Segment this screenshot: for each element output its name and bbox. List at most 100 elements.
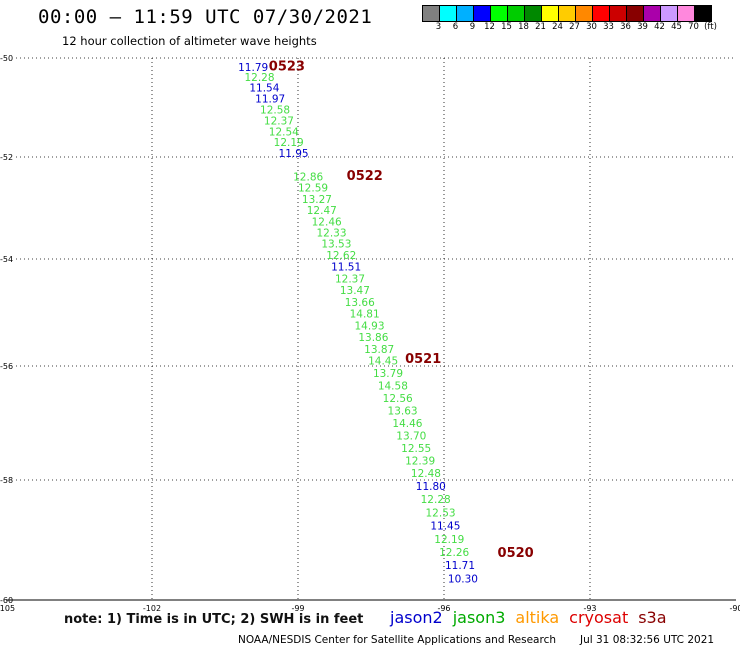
legend-label: 18 (518, 22, 529, 32)
legend-swatch-0 (423, 6, 440, 21)
satellite-altika: altika (515, 608, 560, 627)
wave-height-value: 14.46 (392, 418, 422, 430)
legend-swatch-9 (576, 6, 593, 21)
wave-height-value: 14.81 (350, 309, 380, 321)
wave-height-value: 13.70 (396, 431, 426, 443)
legend-swatch-4 (491, 6, 508, 21)
wave-height-value: 12.62 (326, 250, 356, 262)
legend-swatch-11 (610, 6, 627, 21)
legend-label: 3 (435, 22, 442, 32)
legend-swatch-5 (508, 6, 525, 21)
wave-height-value: 11.54 (249, 83, 279, 95)
x-tick-label: -96 (437, 604, 450, 613)
legend-label: 27 (569, 22, 580, 32)
wave-height-value: 10.30 (448, 573, 478, 585)
color-legend-bar (422, 5, 712, 22)
legend-label: 70 (688, 22, 699, 32)
legend-label: 33 (603, 22, 614, 32)
footer-note: note: 1) Time is in UTC; 2) SWH is in fe… (64, 612, 364, 627)
wave-height-value: 12.26 (439, 547, 469, 559)
y-tick-label: -54 (0, 255, 13, 264)
pass-time-label: 0520 (498, 546, 534, 561)
satellite-s3a: s3a (638, 608, 667, 627)
wave-height-value: 12.37 (264, 115, 294, 127)
wave-height-value: 13.66 (345, 297, 375, 309)
wave-height-value: 14.93 (354, 320, 384, 332)
wave-height-value: 12.47 (307, 205, 337, 217)
legend-label: 6 (452, 22, 459, 32)
x-tick-label: -105 (0, 604, 15, 613)
legend-swatch-3 (474, 6, 491, 21)
page-subtitle: 12 hour collection of altimeter wave hei… (62, 34, 317, 48)
generated-timestamp: Jul 31 08:32:56 UTC 2021 (580, 634, 715, 646)
wave-height-value: 11.80 (416, 481, 446, 493)
wave-height-value: 12.19 (274, 137, 304, 149)
wave-height-value: 13.27 (302, 194, 332, 206)
legend-swatch-13 (644, 6, 661, 21)
wave-height-value: 12.59 (298, 183, 328, 195)
legend-label: 42 (654, 22, 665, 32)
wave-height-value: 12.37 (335, 273, 365, 285)
legend-swatch-16 (695, 6, 711, 21)
y-tick-label: -58 (0, 476, 13, 485)
wave-height-value: 11.97 (255, 94, 285, 106)
x-tick-label: -102 (143, 604, 161, 613)
satellite-legend: jason2 jason3 altika cryosat s3a (390, 608, 667, 627)
pass-time-label: 0523 (269, 59, 305, 74)
legend-label: 21 (535, 22, 546, 32)
satellite-cryosat: cryosat (569, 608, 629, 627)
y-tick-label: -60 (0, 596, 13, 605)
legend-label: 39 (637, 22, 648, 32)
legend-label: 36 (620, 22, 631, 32)
x-tick-label: -93 (583, 604, 596, 613)
x-tick-label: -99 (291, 604, 304, 613)
legend-label: 9 (469, 22, 476, 32)
legend-swatch-15 (678, 6, 695, 21)
wave-height-value: 12.39 (405, 456, 435, 468)
wave-height-value: 12.86 (293, 171, 323, 183)
legend-swatch-14 (661, 6, 678, 21)
y-tick-label: -56 (0, 362, 13, 371)
wave-height-value: 12.33 (316, 227, 346, 239)
legend-swatch-7 (542, 6, 559, 21)
legend-swatch-12 (627, 6, 644, 21)
legend-swatch-6 (525, 6, 542, 21)
x-tick-label: -90 (729, 604, 740, 613)
wave-height-value: 13.47 (340, 285, 370, 297)
y-tick-label: -50 (0, 54, 13, 63)
wave-height-value: 12.53 (426, 507, 456, 519)
legend-label: (ft) (704, 22, 717, 32)
pass-time-label: 0522 (347, 169, 383, 184)
wave-height-value: 12.19 (434, 534, 464, 546)
legend-swatch-8 (559, 6, 576, 21)
wave-height-value: 13.87 (364, 344, 394, 356)
wave-height-value: 13.79 (373, 368, 403, 380)
wave-height-value: 12.55 (401, 443, 431, 455)
wave-height-value: 12.56 (383, 393, 413, 405)
satellite-jason3: jason3 (452, 608, 506, 627)
legend-swatch-2 (457, 6, 474, 21)
wave-height-value: 13.63 (388, 405, 418, 417)
wave-height-value: 11.95 (279, 148, 309, 160)
wave-height-value: 12.48 (411, 468, 441, 480)
legend-label: 15 (501, 22, 512, 32)
wave-height-value: 12.46 (312, 216, 342, 228)
wave-height-value: 13.86 (358, 332, 388, 344)
color-legend-labels: 3 6 9 12 15 18 21 24 27 30 33 36 39 42 45 70 (ft) (430, 22, 719, 32)
wave-height-value: 11.71 (445, 560, 475, 572)
legend-swatch-1 (440, 6, 457, 21)
legend-label: 30 (586, 22, 597, 32)
wave-height-value: 12.28 (421, 494, 451, 506)
page-title: 00:00 – 11:59 UTC 07/30/2021 (38, 6, 373, 28)
wave-height-value: 11.79 (238, 62, 268, 74)
legend-label: 24 (552, 22, 563, 32)
wave-height-value: 11.51 (331, 261, 361, 273)
y-tick-label: -52 (0, 153, 13, 162)
wave-height-value: 14.45 (368, 356, 398, 368)
wave-height-value: 14.58 (378, 380, 408, 392)
wave-height-value: 12.54 (269, 126, 299, 138)
legend-swatch-10 (593, 6, 610, 21)
wave-height-value: 11.45 (430, 521, 460, 533)
wave-height-value: 12.28 (244, 72, 274, 84)
